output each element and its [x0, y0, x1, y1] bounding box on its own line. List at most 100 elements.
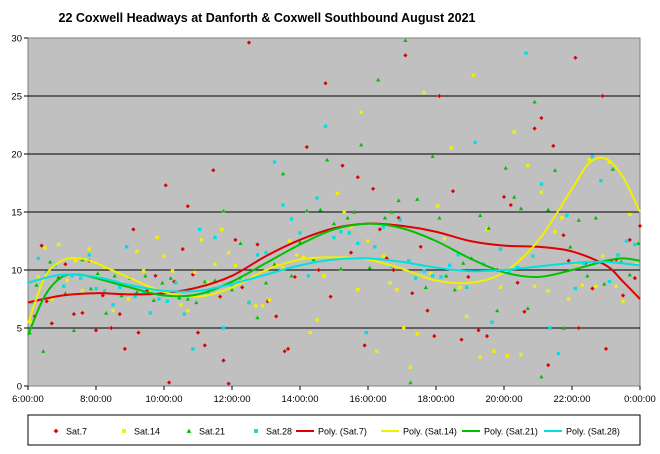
- data-point: [566, 297, 571, 301]
- data-point: [221, 208, 226, 213]
- data-point: [220, 227, 224, 232]
- data-point: [218, 294, 223, 299]
- data-point: [450, 189, 456, 194]
- data-point: [79, 276, 83, 280]
- legend-label: Poly. (Sat.7): [318, 427, 367, 437]
- data-point: [456, 253, 460, 257]
- data-point: [202, 279, 207, 284]
- data-point: [471, 73, 476, 77]
- x-tick-label: 18:00:00: [418, 394, 455, 405]
- data-point: [170, 269, 175, 273]
- data-point: [484, 334, 490, 339]
- data-point: [48, 259, 53, 264]
- data-point: [315, 196, 319, 200]
- data-point: [29, 320, 34, 324]
- data-point: [376, 77, 381, 82]
- data-point: [155, 235, 159, 240]
- data-point: [289, 217, 294, 221]
- legend-swatch: [254, 429, 258, 433]
- data-point: [348, 250, 354, 255]
- data-point: [238, 241, 243, 245]
- data-point: [396, 198, 401, 203]
- data-point: [362, 343, 367, 348]
- data-point: [247, 300, 251, 305]
- data-point: [39, 243, 44, 248]
- data-point: [165, 299, 170, 303]
- data-point: [335, 191, 340, 196]
- legend-entry: Poly. (Sat.14): [381, 427, 457, 437]
- data-point: [292, 274, 297, 280]
- data-point: [437, 93, 442, 99]
- data-point: [624, 239, 629, 243]
- y-tick-label: 20: [11, 150, 22, 161]
- data-point: [347, 231, 351, 235]
- data-point: [627, 237, 632, 242]
- x-tick-label: 8:00:00: [80, 394, 112, 405]
- data-point: [267, 298, 272, 302]
- y-tick-label: 30: [11, 34, 22, 45]
- data-point: [342, 210, 346, 214]
- x-tick-label: 12:00:00: [214, 394, 251, 405]
- data-point: [415, 197, 420, 201]
- legend-label: Sat.14: [134, 427, 160, 437]
- data-point: [71, 328, 76, 332]
- data-point: [255, 315, 260, 320]
- x-axis: 6:00:00 8:00:00 10:00:00 12:00:00 14:00:00 16…: [12, 386, 656, 405]
- data-point: [551, 143, 556, 148]
- legend-entry: Poly. (Sat.7): [296, 427, 367, 437]
- data-point: [636, 241, 641, 245]
- data-point: [240, 277, 244, 281]
- data-point: [573, 55, 578, 60]
- data-point: [62, 284, 66, 288]
- x-tick-label: 0:00:00: [624, 394, 656, 405]
- data-point: [430, 154, 435, 158]
- data-point: [539, 190, 544, 194]
- data-point: [410, 291, 415, 296]
- data-point: [449, 146, 453, 150]
- data-point: [331, 221, 337, 226]
- trendline-poly-sat-14-: [27, 156, 641, 324]
- data-point: [459, 337, 464, 342]
- data-point: [447, 263, 452, 268]
- x-tick-label: 10:00:00: [146, 394, 183, 405]
- data-point: [444, 273, 449, 278]
- legend-label: Poly. (Sat.14): [403, 427, 457, 437]
- data-point: [532, 99, 537, 104]
- data-point: [425, 308, 430, 313]
- legend-entry: Sat.7: [53, 427, 87, 437]
- data-point: [594, 284, 598, 288]
- data-point: [286, 346, 291, 351]
- data-point: [620, 293, 626, 298]
- data-point: [593, 215, 598, 220]
- data-point: [395, 288, 399, 292]
- series-sat-7: [32, 40, 643, 386]
- data-point: [124, 245, 129, 249]
- data-point: [160, 280, 165, 285]
- data-point: [301, 255, 306, 259]
- data-point: [213, 262, 217, 266]
- legend-entry: Poly. (Sat.21): [462, 427, 538, 437]
- data-point: [352, 209, 357, 214]
- data-point: [304, 208, 309, 213]
- data-point: [50, 297, 54, 301]
- data-point: [546, 207, 551, 212]
- data-point: [478, 355, 482, 359]
- data-point: [492, 349, 496, 353]
- data-point: [325, 157, 330, 162]
- data-point: [255, 253, 260, 257]
- data-point: [413, 276, 418, 280]
- data-point: [190, 272, 195, 277]
- data-point: [126, 297, 130, 301]
- data-point: [458, 285, 462, 290]
- data-point: [407, 259, 411, 263]
- data-point: [432, 334, 437, 339]
- data-point: [585, 273, 590, 278]
- series-sat-21: [27, 38, 641, 385]
- data-point: [95, 271, 100, 276]
- data-point: [415, 332, 419, 336]
- data-point: [568, 244, 573, 249]
- data-point: [628, 212, 632, 216]
- data-point: [323, 124, 328, 128]
- data-point: [498, 247, 503, 251]
- legend-box: [27, 414, 641, 446]
